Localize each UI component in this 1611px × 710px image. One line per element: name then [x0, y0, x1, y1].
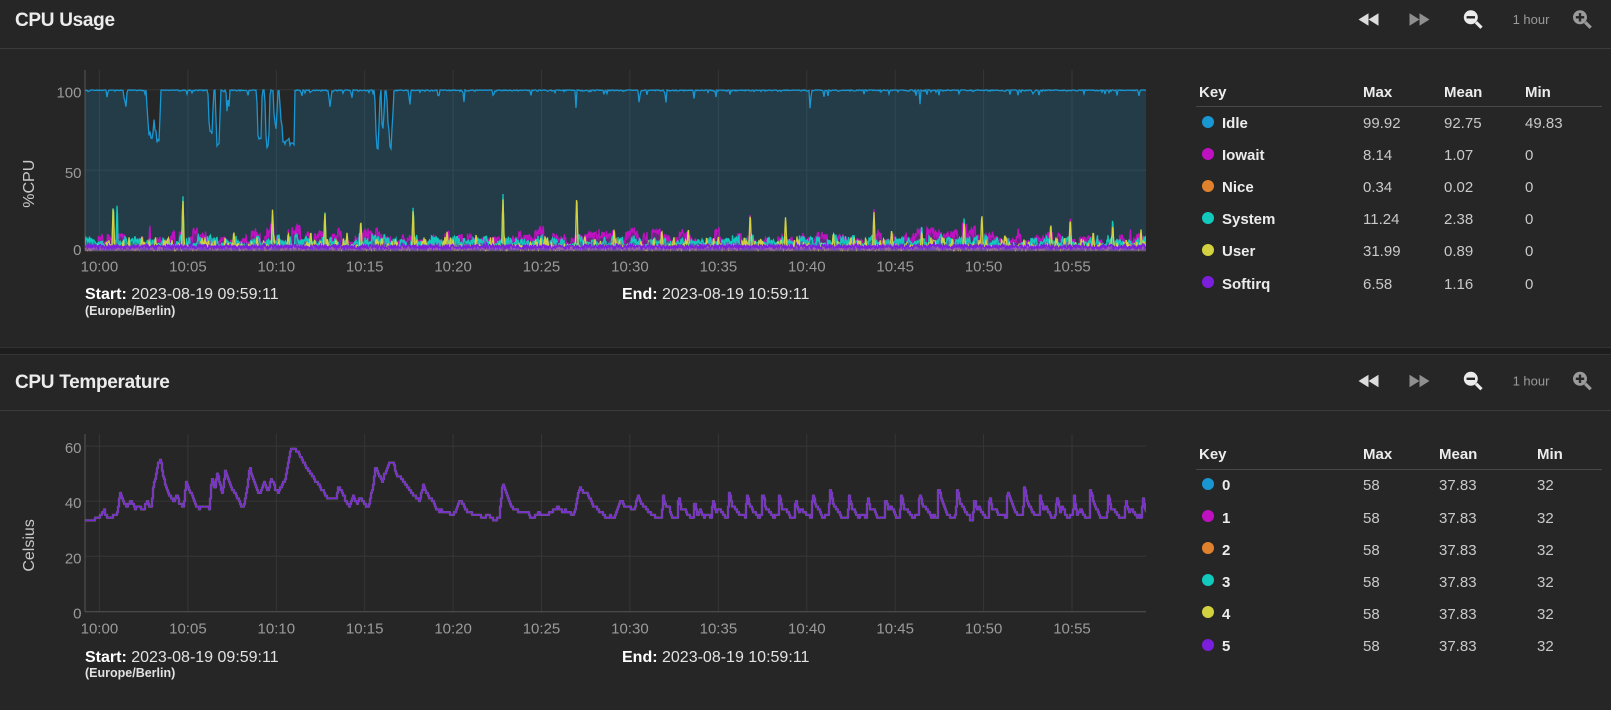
- svg-text:100: 100: [56, 84, 81, 101]
- svg-text:10:05: 10:05: [169, 258, 207, 275]
- svg-text:10:15: 10:15: [346, 621, 384, 638]
- svg-text:10:05: 10:05: [169, 621, 207, 638]
- svg-text:10:25: 10:25: [523, 258, 561, 275]
- svg-text:10:15: 10:15: [346, 258, 384, 275]
- svg-text:10:55: 10:55: [1053, 621, 1091, 638]
- svg-text:10:30: 10:30: [611, 258, 649, 275]
- svg-text:0: 0: [73, 242, 81, 259]
- svg-text:0: 0: [73, 605, 81, 622]
- svg-text:10:20: 10:20: [434, 621, 472, 638]
- svg-text:10:25: 10:25: [523, 621, 561, 638]
- svg-text:10:10: 10:10: [258, 258, 296, 275]
- svg-text:10:30: 10:30: [611, 621, 649, 638]
- svg-text:10:35: 10:35: [700, 258, 738, 275]
- svg-text:10:10: 10:10: [258, 621, 296, 638]
- svg-text:10:40: 10:40: [788, 258, 826, 275]
- svg-text:1 hour: 1 hour: [1513, 374, 1551, 389]
- svg-text:10:45: 10:45: [876, 258, 914, 275]
- svg-text:10:55: 10:55: [1053, 258, 1091, 275]
- svg-text:10:40: 10:40: [788, 621, 826, 638]
- svg-text:1 hour: 1 hour: [1513, 12, 1551, 27]
- svg-text:10:50: 10:50: [965, 621, 1003, 638]
- svg-text:10:00: 10:00: [81, 258, 119, 275]
- svg-text:10:50: 10:50: [965, 258, 1003, 275]
- svg-text:20: 20: [65, 550, 82, 567]
- svg-text:40: 40: [65, 495, 82, 512]
- svg-text:10:00: 10:00: [81, 621, 119, 638]
- svg-text:%CPU: %CPU: [21, 160, 38, 208]
- svg-text:10:20: 10:20: [434, 258, 472, 275]
- svg-text:Celsius: Celsius: [21, 519, 38, 571]
- svg-text:60: 60: [65, 440, 82, 457]
- svg-text:50: 50: [65, 165, 82, 182]
- svg-text:10:45: 10:45: [876, 621, 914, 638]
- svg-text:10:35: 10:35: [700, 621, 738, 638]
